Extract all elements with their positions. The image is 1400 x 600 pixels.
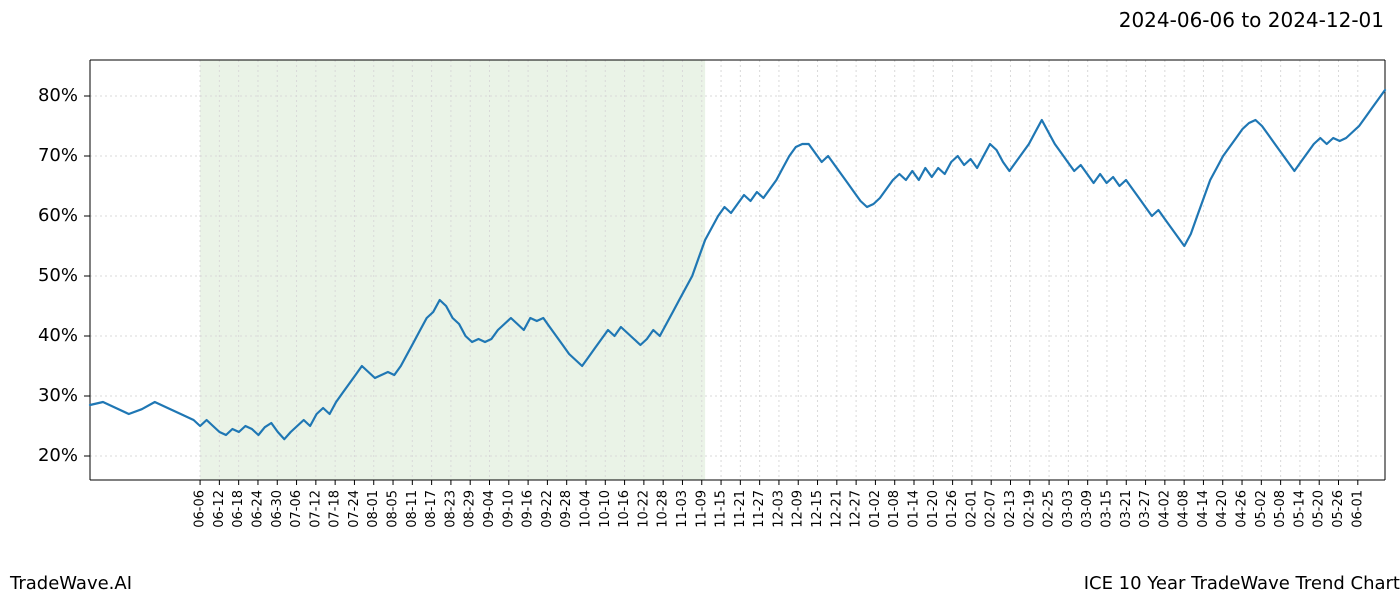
svg-text:01-14: 01-14 (907, 490, 922, 528)
svg-text:04-20: 04-20 (1215, 490, 1230, 528)
svg-text:10-10: 10-10 (598, 490, 613, 528)
trend-chart: 20% 30% 40% 50% 60% 70% 80% 06-06 06-12 06-18 06-2… (0, 0, 1400, 560)
svg-text:01-20: 01-20 (926, 490, 941, 528)
svg-text:40%: 40% (38, 325, 78, 346)
svg-text:02-19: 02-19 (1022, 490, 1037, 528)
svg-text:11-09: 11-09 (694, 490, 709, 528)
svg-text:11-15: 11-15 (714, 490, 729, 528)
svg-text:02-13: 02-13 (1003, 490, 1018, 528)
svg-text:60%: 60% (38, 205, 78, 226)
svg-text:12-15: 12-15 (810, 490, 825, 528)
svg-text:80%: 80% (38, 85, 78, 106)
svg-text:04-26: 04-26 (1235, 490, 1250, 528)
svg-text:05-20: 05-20 (1312, 490, 1327, 528)
svg-text:09-10: 09-10 (501, 490, 516, 528)
svg-text:70%: 70% (38, 145, 78, 166)
svg-text:06-12: 06-12 (212, 490, 227, 528)
svg-text:50%: 50% (38, 265, 78, 286)
svg-text:30%: 30% (38, 385, 78, 406)
svg-text:04-02: 04-02 (1157, 490, 1172, 528)
svg-text:08-11: 08-11 (405, 490, 420, 528)
svg-text:08-17: 08-17 (424, 490, 439, 528)
svg-text:05-08: 05-08 (1273, 490, 1288, 528)
date-range-label: 2024-06-06 to 2024-12-01 (1119, 8, 1384, 32)
svg-text:05-26: 05-26 (1331, 490, 1346, 528)
svg-text:12-09: 12-09 (791, 490, 806, 528)
svg-text:12-21: 12-21 (829, 490, 844, 528)
svg-text:11-27: 11-27 (752, 490, 767, 528)
svg-text:02-25: 02-25 (1042, 490, 1057, 528)
svg-text:12-27: 12-27 (849, 490, 864, 528)
svg-text:09-28: 09-28 (559, 490, 574, 528)
svg-text:10-04: 10-04 (578, 490, 593, 528)
svg-text:09-22: 09-22 (540, 490, 555, 528)
chart-container: 2024-06-06 to 2024-12-01 20% 30% 40% 50% 60%… (0, 0, 1400, 600)
svg-text:11-21: 11-21 (733, 490, 748, 528)
svg-text:03-09: 03-09 (1080, 490, 1095, 528)
svg-text:05-02: 05-02 (1254, 490, 1269, 528)
svg-text:04-14: 04-14 (1196, 490, 1211, 528)
svg-text:12-03: 12-03 (771, 490, 786, 528)
svg-text:03-03: 03-03 (1061, 490, 1076, 528)
svg-text:08-29: 08-29 (463, 490, 478, 528)
svg-text:03-27: 03-27 (1138, 490, 1153, 528)
svg-text:10-28: 10-28 (656, 490, 671, 528)
svg-text:10-22: 10-22 (636, 490, 651, 528)
svg-text:11-03: 11-03 (675, 490, 690, 528)
svg-text:06-24: 06-24 (250, 490, 265, 528)
svg-text:06-06: 06-06 (193, 490, 208, 528)
svg-text:05-14: 05-14 (1292, 490, 1307, 528)
svg-text:07-24: 07-24 (347, 490, 362, 528)
svg-text:04-08: 04-08 (1177, 490, 1192, 528)
svg-text:07-12: 07-12 (308, 490, 323, 528)
svg-text:08-05: 08-05 (386, 490, 401, 528)
svg-text:06-01: 06-01 (1350, 490, 1365, 528)
svg-text:01-02: 01-02 (868, 490, 883, 528)
svg-text:03-15: 03-15 (1099, 490, 1114, 528)
svg-text:08-01: 08-01 (366, 490, 381, 528)
svg-text:06-18: 06-18 (231, 490, 246, 528)
svg-text:01-26: 01-26 (945, 490, 960, 528)
svg-text:07-18: 07-18 (328, 490, 343, 528)
footer-title: ICE 10 Year TradeWave Trend Chart (1084, 573, 1400, 594)
svg-text:02-07: 02-07 (984, 490, 999, 528)
svg-text:10-16: 10-16 (617, 490, 632, 528)
svg-text:20%: 20% (38, 445, 78, 466)
svg-text:09-04: 09-04 (482, 490, 497, 528)
svg-text:07-06: 07-06 (289, 490, 304, 528)
svg-text:03-21: 03-21 (1119, 490, 1134, 528)
svg-text:01-08: 01-08 (887, 490, 902, 528)
svg-text:02-01: 02-01 (964, 490, 979, 528)
footer-brand: TradeWave.AI (10, 573, 132, 594)
svg-text:06-30: 06-30 (270, 490, 285, 528)
svg-text:08-23: 08-23 (443, 490, 458, 528)
svg-text:09-16: 09-16 (521, 490, 536, 528)
